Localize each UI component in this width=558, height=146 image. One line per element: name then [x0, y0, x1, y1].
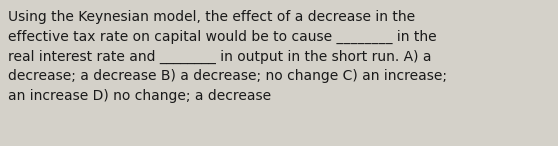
Text: Using the Keynesian model, the effect of a decrease in the
effective tax rate on: Using the Keynesian model, the effect of…: [8, 10, 448, 102]
